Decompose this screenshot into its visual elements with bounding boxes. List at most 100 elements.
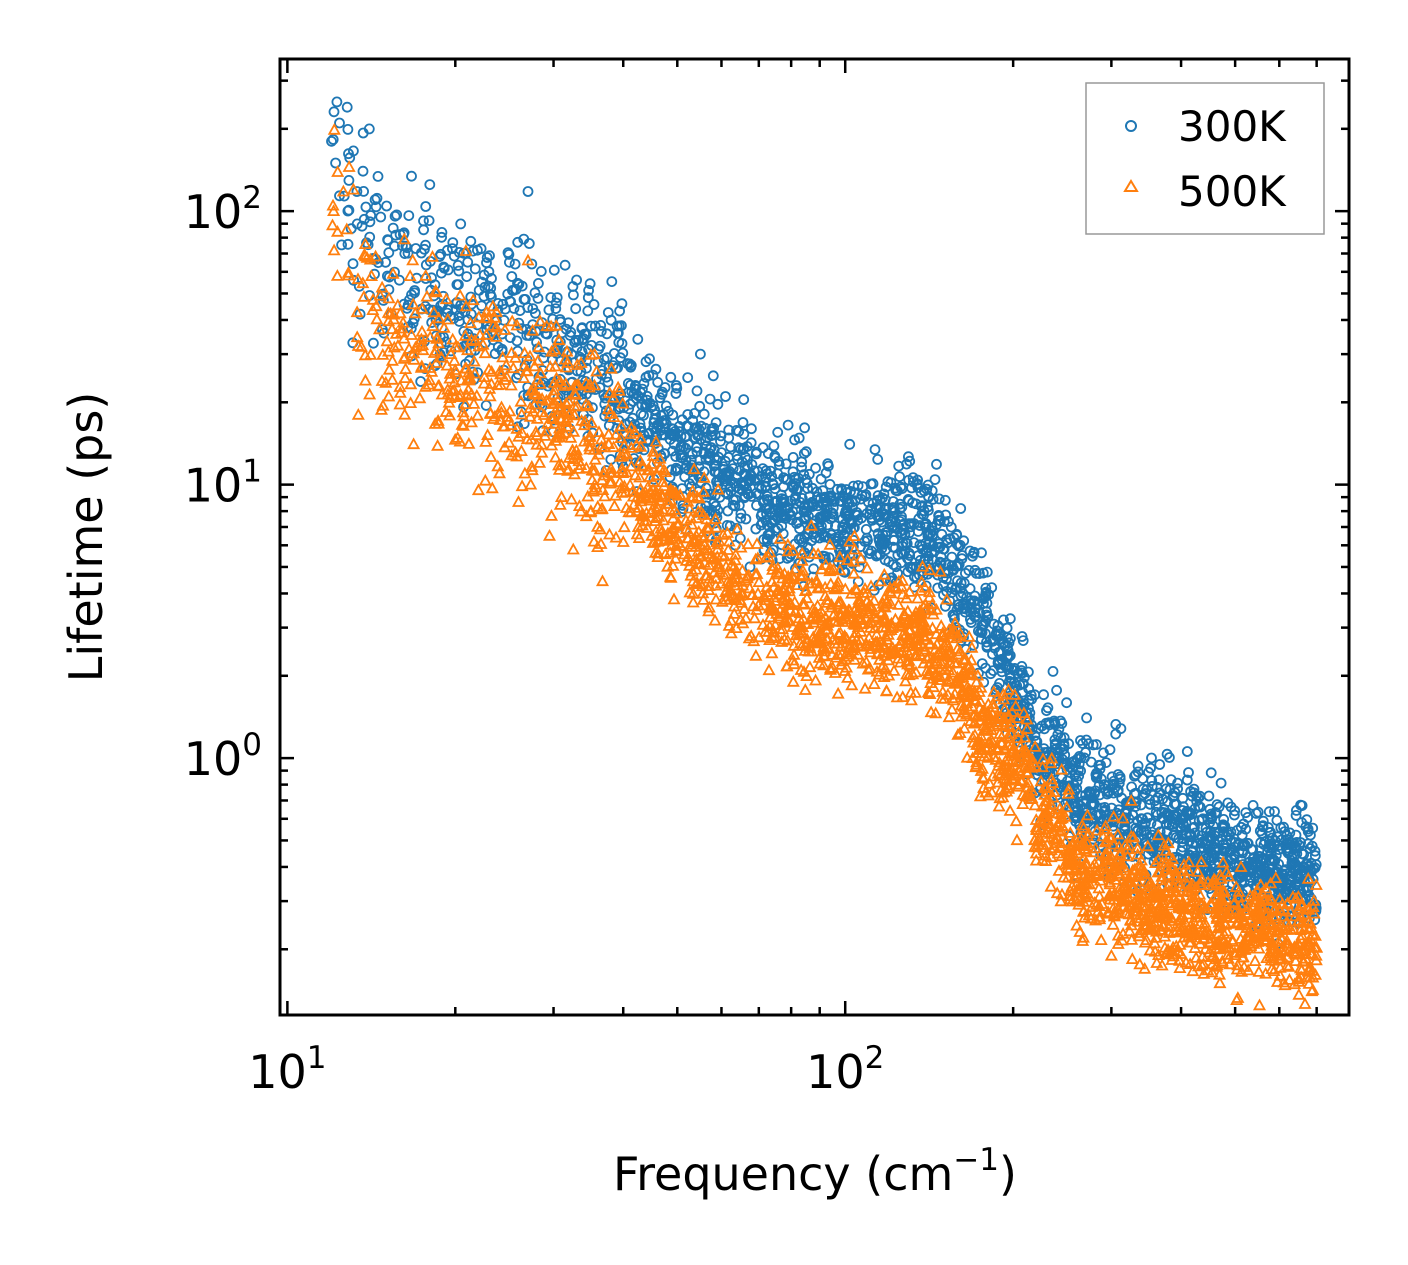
point-500k	[634, 440, 648, 452]
point-300k	[1225, 844, 1237, 856]
point-500k	[437, 321, 451, 333]
point-500k	[1111, 866, 1125, 879]
point-300k	[567, 281, 579, 292]
point-500k	[807, 546, 821, 559]
point-500k	[1229, 880, 1243, 892]
point-500k	[831, 597, 845, 610]
point-500k	[766, 559, 780, 571]
point-300k	[1222, 797, 1234, 809]
point-500k	[891, 598, 906, 610]
point-300k	[1162, 796, 1173, 807]
point-500k	[763, 545, 777, 558]
point-500k	[1045, 772, 1059, 785]
point-500k	[1292, 987, 1306, 1000]
point-300k	[945, 521, 957, 533]
point-300k	[548, 264, 560, 276]
point-500k	[1295, 928, 1309, 941]
point-500k	[793, 606, 807, 619]
point-500k	[811, 599, 825, 611]
point-500k	[834, 639, 848, 652]
point-300k	[451, 279, 463, 291]
point-500k	[1212, 967, 1227, 980]
point-500k	[817, 648, 831, 661]
point-500k	[1038, 830, 1053, 843]
point-500k	[708, 512, 723, 524]
point-500k	[832, 627, 846, 639]
point-300k	[1205, 808, 1217, 820]
point-300k	[343, 148, 354, 160]
point-300k	[871, 549, 883, 560]
point-500k	[1134, 859, 1148, 871]
point-500k	[695, 579, 709, 592]
point-500k	[987, 685, 1001, 697]
point-300k	[664, 428, 676, 440]
point-500k	[548, 450, 563, 463]
point-300k	[453, 265, 465, 277]
point-300k	[612, 327, 623, 339]
point-300k	[830, 520, 841, 532]
point-300k	[724, 520, 736, 532]
point-300k	[1152, 809, 1163, 821]
point-500k	[462, 437, 476, 449]
point-300k	[513, 317, 525, 329]
point-300k	[461, 271, 473, 283]
point-300k	[894, 526, 906, 538]
point-300k	[682, 372, 694, 384]
point-500k	[595, 473, 609, 486]
point-300k	[1017, 686, 1028, 698]
point-300k	[1245, 859, 1257, 871]
point-300k	[1110, 719, 1122, 730]
point-500k	[346, 182, 360, 195]
point-500k	[1178, 915, 1192, 928]
point-300k	[483, 280, 495, 292]
point-500k	[387, 340, 401, 353]
point-500k	[1308, 929, 1322, 941]
point-500k	[1102, 906, 1116, 919]
point-500k	[404, 377, 418, 390]
point-300k	[704, 455, 716, 466]
point-300k	[671, 382, 683, 394]
point-500k	[984, 723, 998, 735]
point-500k	[1037, 843, 1051, 855]
point-300k	[1181, 746, 1193, 757]
point-500k	[797, 665, 811, 677]
point-500k	[843, 534, 857, 547]
point-500k	[693, 557, 707, 570]
point-500k	[1181, 877, 1195, 890]
point-500k	[1282, 919, 1296, 932]
point-300k	[668, 438, 680, 450]
point-300k	[1307, 873, 1319, 885]
point-500k	[727, 559, 741, 572]
point-500k	[511, 495, 526, 507]
point-300k	[1286, 852, 1298, 864]
point-500k	[569, 443, 583, 456]
point-500k	[612, 384, 626, 396]
point-500k	[463, 316, 477, 329]
point-300k	[1178, 819, 1190, 831]
point-300k	[342, 238, 354, 250]
point-300k	[852, 514, 864, 526]
point-500k	[443, 408, 457, 421]
point-300k	[976, 620, 988, 631]
point-500k	[847, 529, 862, 541]
point-500k	[431, 413, 445, 426]
point-500k	[727, 607, 741, 619]
point-500k	[1299, 947, 1313, 959]
point-500k	[1093, 889, 1107, 902]
point-500k	[598, 489, 612, 502]
point-500k	[1120, 886, 1134, 899]
point-500k	[798, 584, 812, 596]
point-500k	[1197, 931, 1211, 943]
point-500k	[777, 606, 791, 618]
point-500k	[668, 502, 682, 515]
point-300k	[1233, 839, 1244, 851]
point-300k	[1151, 819, 1163, 831]
point-300k	[820, 509, 831, 521]
point-300k	[342, 123, 354, 135]
point-500k	[602, 437, 616, 450]
point-300k	[360, 201, 372, 213]
point-500k	[820, 593, 834, 605]
point-500k	[835, 654, 849, 667]
point-500k	[595, 574, 610, 587]
point-500k	[942, 710, 956, 723]
